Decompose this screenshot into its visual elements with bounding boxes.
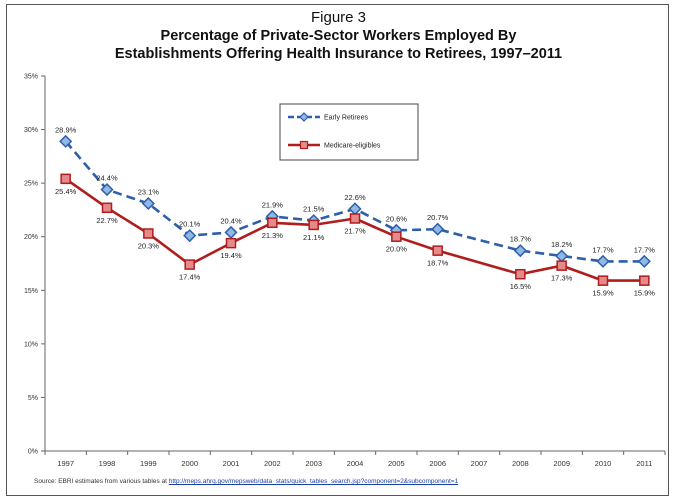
point-early-retirees (596, 254, 610, 268)
point-medicare-eligibles (225, 237, 237, 249)
point-early-retirees (224, 225, 238, 239)
x-tick-label: 2011 (636, 459, 652, 468)
source-note: Source: EBRI estimates from various tabl… (34, 478, 458, 485)
y-tick-label: 15% (24, 288, 38, 295)
series-line-medicare-eligibles (64, 177, 645, 282)
figure-frame: Figure 3 Percentage of Private-Sector Wo… (6, 4, 669, 496)
data-label-medicare-eligibles: 20.3% (138, 242, 160, 251)
data-label-early-retirees: 22.6% (344, 193, 366, 202)
y-tick-label: 25% (24, 181, 38, 188)
data-label-early-retirees: 20.6% (386, 214, 408, 223)
point-early-retirees (348, 202, 362, 216)
x-tick-label: 2000 (181, 459, 198, 468)
point-medicare-eligibles (184, 259, 195, 270)
x-tick-label: 1999 (140, 459, 157, 468)
data-label-medicare-eligibles: 15.9% (592, 289, 614, 298)
point-medicare-eligibles (639, 275, 650, 286)
point-early-retirees (555, 249, 569, 263)
legend-marker-diamond (299, 112, 309, 122)
point-early-retirees (513, 244, 527, 258)
point-early-retirees (141, 196, 155, 211)
chart-title-line-1: Percentage of Private-Sector Workers Emp… (160, 28, 517, 44)
x-tick-label: 1998 (99, 459, 116, 468)
x-tick-label: 1997 (57, 459, 74, 468)
point-early-retirees (100, 183, 114, 197)
point-medicare-eligibles (597, 275, 609, 286)
data-label-early-retirees: 21.5% (303, 205, 325, 214)
x-tick-label: 2001 (223, 459, 240, 468)
point-medicare-eligibles (556, 260, 567, 271)
point-early-retirees (59, 134, 73, 148)
y-tick-label: 0% (28, 449, 38, 456)
chart-title-line-2: Establishments Offering Health Insurance… (114, 46, 563, 62)
chart-title: Percentage of Private-Sector Workers Emp… (7, 27, 670, 63)
y-tick-label: 10% (24, 341, 38, 348)
x-tick-label: 2006 (429, 459, 446, 468)
point-medicare-eligibles (432, 245, 443, 256)
point-medicare-eligibles (101, 202, 113, 214)
source-prefix: Source: EBRI estimates from various tabl… (34, 478, 167, 485)
x-tick-label: 2003 (305, 459, 322, 468)
y-tick-label: 35% (24, 74, 38, 81)
data-label-early-retirees: 20.7% (427, 213, 449, 222)
figure-label: Figure 3 (310, 9, 367, 26)
point-medicare-eligibles (143, 228, 154, 239)
point-early-retirees (637, 254, 651, 268)
data-label-medicare-eligibles: 21.7% (344, 227, 366, 236)
legend-box (279, 103, 419, 161)
y-tick-label: 5% (28, 395, 38, 402)
data-label-early-retirees: 20.4% (220, 216, 242, 225)
data-label-medicare-eligibles: 22.7% (96, 216, 118, 225)
x-tick-label: 2004 (347, 459, 364, 468)
point-medicare-eligibles (267, 217, 278, 229)
data-label-early-retirees: 18.7% (510, 235, 532, 244)
data-label-medicare-eligibles: 21.1% (303, 233, 325, 242)
point-medicare-eligibles (308, 219, 319, 231)
x-tick-label: 2002 (264, 459, 281, 468)
x-tick-label: 2008 (512, 459, 529, 468)
legend-label: Early Retirees (324, 115, 368, 122)
data-label-medicare-eligibles: 21.3% (262, 231, 284, 240)
data-label-medicare-eligibles: 25.4% (55, 187, 77, 196)
data-label-early-retirees: 28.9% (55, 125, 77, 134)
x-tick-label: 2007 (471, 459, 488, 468)
data-label-early-retirees: 18.2% (551, 240, 573, 249)
series-line-early-retirees (64, 140, 645, 263)
point-medicare-eligibles (60, 173, 71, 185)
data-label-medicare-eligibles: 17.3% (551, 274, 573, 283)
source-link[interactable]: http://meps.ahrq.gov/mepsweb/data_stats/… (168, 478, 459, 485)
x-tick-label: 2010 (595, 459, 612, 468)
data-label-medicare-eligibles: 15.9% (634, 289, 656, 298)
data-label-early-retirees: 20.1% (179, 220, 201, 229)
data-label-medicare-eligibles: 20.0% (386, 245, 408, 254)
data-label-medicare-eligibles: 19.4% (220, 251, 242, 260)
x-tick-label: 2005 (388, 459, 405, 468)
data-label-early-retirees: 17.7% (634, 245, 656, 254)
legend-label: Medicare-eligibles (324, 143, 381, 150)
x-tick-label: 2009 (553, 459, 570, 468)
point-early-retirees (183, 229, 197, 243)
data-label-medicare-eligibles: 18.7% (427, 259, 449, 268)
data-label-early-retirees: 23.1% (138, 188, 160, 197)
point-early-retirees (431, 222, 445, 236)
y-tick-label: 20% (24, 234, 38, 241)
data-label-medicare-eligibles: 17.4% (179, 273, 201, 282)
legend-marker-square (299, 140, 309, 150)
data-label-early-retirees: 21.9% (262, 200, 284, 209)
data-label-medicare-eligibles: 16.5% (510, 282, 532, 291)
data-label-early-retirees: 17.7% (592, 245, 614, 254)
point-medicare-eligibles (391, 231, 402, 242)
point-medicare-eligibles (349, 213, 361, 224)
y-tick-label: 30% (24, 127, 38, 134)
data-label-early-retirees: 24.4% (96, 174, 118, 183)
point-medicare-eligibles (515, 268, 526, 280)
